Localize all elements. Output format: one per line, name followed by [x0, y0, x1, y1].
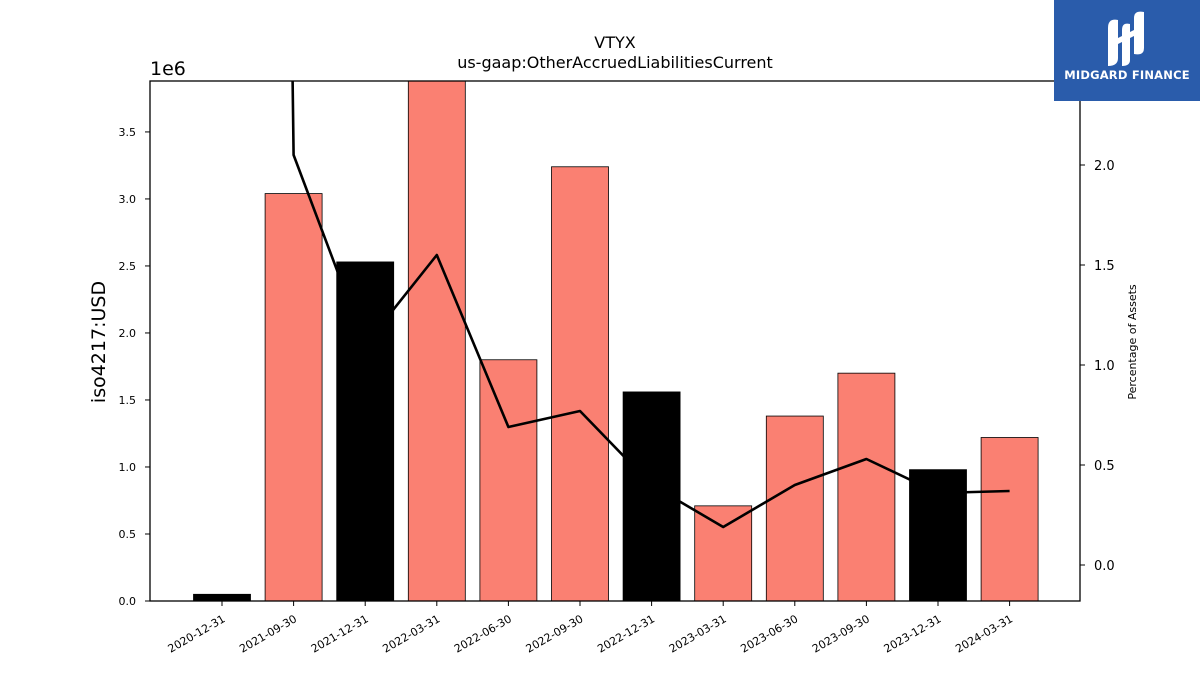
chart-subtitle: us-gaap:OtherAccruedLiabilitiesCurrent	[457, 53, 773, 72]
bar-2023-09-30	[837, 372, 896, 602]
bar-2024-03-31	[980, 437, 1039, 602]
logo-mark-icon	[1108, 11, 1144, 67]
axes-group	[145, 80, 1085, 606]
bar-2021-09-30	[264, 193, 323, 602]
x-tick-label: 2024-03-31	[953, 612, 1015, 655]
percentage-line	[291, 81, 1010, 529]
x-tick-label: 2023-06-30	[738, 612, 800, 655]
y-tick-label: 3.0	[119, 193, 137, 206]
y-axis-label: iso4217:USD	[88, 281, 110, 403]
x-tick-label: 2023-03-31	[667, 612, 729, 655]
x-tick-label: 2022-12-31	[595, 612, 657, 655]
bar-2023-03-31	[694, 505, 753, 602]
midgard-finance-logo: MIDGARD FINANCE	[1054, 0, 1200, 101]
bar-2022-09-30	[551, 166, 609, 602]
bars-group	[193, 80, 1039, 602]
bar-2021-12-31	[336, 261, 395, 602]
bar-2023-12-31	[909, 469, 967, 602]
y-tick-label: 0.0	[119, 595, 137, 608]
bar-2023-06-30	[765, 415, 824, 602]
y2-tick-label: 1.0	[1094, 359, 1115, 374]
y-tick-label: 3.5	[119, 126, 137, 139]
x-tick-label: 2023-12-31	[882, 612, 944, 655]
y2-tick-label: 1.5	[1094, 259, 1115, 274]
y2-axis-label: Percentage of Assets	[1126, 284, 1139, 400]
line-group	[291, 81, 1010, 529]
x-tick-label: 2021-09-30	[237, 612, 299, 655]
logo-text: MIDGARD FINANCE	[1064, 68, 1190, 82]
bar-2022-06-30	[479, 359, 538, 602]
x-tick-label: 2022-06-30	[452, 612, 514, 655]
y-tick-label: 1.5	[119, 394, 137, 407]
plot-frame	[149, 80, 1081, 602]
y-offset-label: 1e6	[150, 58, 186, 80]
x-tick-label: 2022-09-30	[524, 612, 586, 655]
bar-2020-12-31	[193, 593, 251, 602]
y2-tick-label: 0.5	[1094, 459, 1115, 474]
y2-tick-label: 0.0	[1094, 559, 1115, 574]
y-tick-label: 2.5	[119, 260, 137, 273]
x-tick-label: 2023-09-30	[810, 612, 872, 655]
y-tick-label: 2.0	[119, 327, 137, 340]
x-tick-label: 2022-03-31	[380, 612, 442, 655]
chart-title: VTYX	[594, 33, 635, 52]
bar-2022-03-31	[407, 80, 466, 602]
y-tick-label: 1.0	[119, 461, 137, 474]
x-tick-label: 2020-12-31	[166, 612, 228, 655]
y2-tick-label: 2.0	[1094, 159, 1115, 174]
x-tick-label: 2021-12-31	[309, 612, 371, 655]
y-tick-label: 0.5	[119, 528, 137, 541]
